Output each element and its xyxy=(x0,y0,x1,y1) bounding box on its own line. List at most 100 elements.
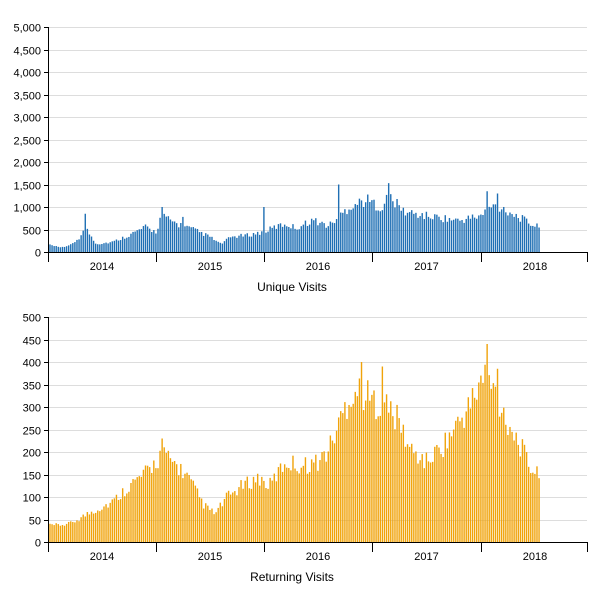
bar xyxy=(402,207,405,252)
bar xyxy=(469,218,472,252)
bar xyxy=(111,499,113,542)
bar xyxy=(411,443,413,542)
bar xyxy=(310,218,313,252)
bar xyxy=(467,215,470,252)
bar xyxy=(421,454,423,542)
bar xyxy=(329,221,332,252)
bar xyxy=(142,226,145,252)
bar xyxy=(337,417,340,542)
bar xyxy=(413,213,415,252)
bar xyxy=(126,493,128,542)
bar xyxy=(431,219,434,252)
bar xyxy=(173,461,176,542)
bar xyxy=(302,224,305,252)
bar xyxy=(404,446,407,542)
bar xyxy=(385,194,388,252)
bar xyxy=(192,480,194,542)
bar xyxy=(360,362,363,542)
bar xyxy=(534,473,536,542)
bar xyxy=(128,236,130,252)
bar xyxy=(346,214,348,252)
bar xyxy=(371,394,373,542)
bar xyxy=(229,237,232,252)
x-tick-label: 2014 xyxy=(90,261,114,273)
bar xyxy=(325,227,327,252)
bar xyxy=(342,413,344,542)
bar xyxy=(198,497,201,542)
bar xyxy=(350,209,352,252)
bar xyxy=(503,407,505,542)
bar xyxy=(335,430,338,542)
bar xyxy=(436,444,438,542)
bar xyxy=(246,233,248,252)
bar xyxy=(55,246,57,252)
bar xyxy=(97,244,99,252)
bar xyxy=(126,237,128,252)
bar xyxy=(373,390,375,542)
bar xyxy=(107,243,109,252)
x-tick-label: 2016 xyxy=(306,261,330,273)
bar xyxy=(390,194,392,252)
bar xyxy=(331,440,334,542)
bar xyxy=(296,471,298,542)
bar xyxy=(92,513,95,542)
bar xyxy=(340,411,342,542)
bar xyxy=(457,218,459,252)
bar xyxy=(440,453,442,542)
bar xyxy=(86,512,89,542)
bar xyxy=(70,521,72,542)
bar xyxy=(184,226,186,252)
bar xyxy=(275,481,278,542)
bar xyxy=(165,216,167,252)
bar xyxy=(159,450,161,542)
x-tick-label: 2018 xyxy=(523,551,547,563)
bar xyxy=(459,421,461,542)
bar xyxy=(196,488,199,542)
bar xyxy=(310,459,313,542)
bar xyxy=(211,236,213,252)
bar xyxy=(209,236,211,252)
bar xyxy=(103,243,105,252)
bar xyxy=(169,219,172,252)
bar xyxy=(171,221,174,252)
bar xyxy=(398,418,400,542)
bar xyxy=(163,447,165,542)
bar xyxy=(148,467,151,542)
bar xyxy=(72,243,74,252)
bar xyxy=(425,211,428,252)
bar xyxy=(167,450,170,542)
bar xyxy=(327,226,329,252)
bar xyxy=(390,401,392,542)
bar xyxy=(408,212,411,252)
y-tick-label: 1,500 xyxy=(13,181,41,193)
bar xyxy=(263,480,265,542)
bar xyxy=(286,467,288,542)
bar xyxy=(379,415,381,542)
bar xyxy=(367,380,369,542)
bar xyxy=(396,404,398,542)
bar xyxy=(465,411,467,542)
bar xyxy=(252,476,255,542)
bar xyxy=(190,227,192,252)
bar xyxy=(225,492,228,542)
bar xyxy=(269,477,271,542)
bar xyxy=(202,235,205,252)
bar xyxy=(315,454,317,542)
bar xyxy=(184,473,186,542)
bar xyxy=(500,209,503,252)
bar xyxy=(134,231,136,252)
chart-panel-1: 0 500 1,000 1,500 2,000 2,500 3,000 3,500 4,000 4… xyxy=(13,23,588,294)
bar xyxy=(440,220,442,252)
y-tick-label: 4,500 xyxy=(13,46,41,58)
bar xyxy=(130,233,132,252)
x-tick-label: 2016 xyxy=(306,551,330,563)
bar xyxy=(521,215,524,252)
bar xyxy=(505,212,507,252)
bar xyxy=(63,525,66,542)
bar xyxy=(457,416,459,542)
bar xyxy=(227,237,230,252)
bar xyxy=(321,221,323,252)
bar xyxy=(304,457,307,542)
bar xyxy=(362,206,365,252)
